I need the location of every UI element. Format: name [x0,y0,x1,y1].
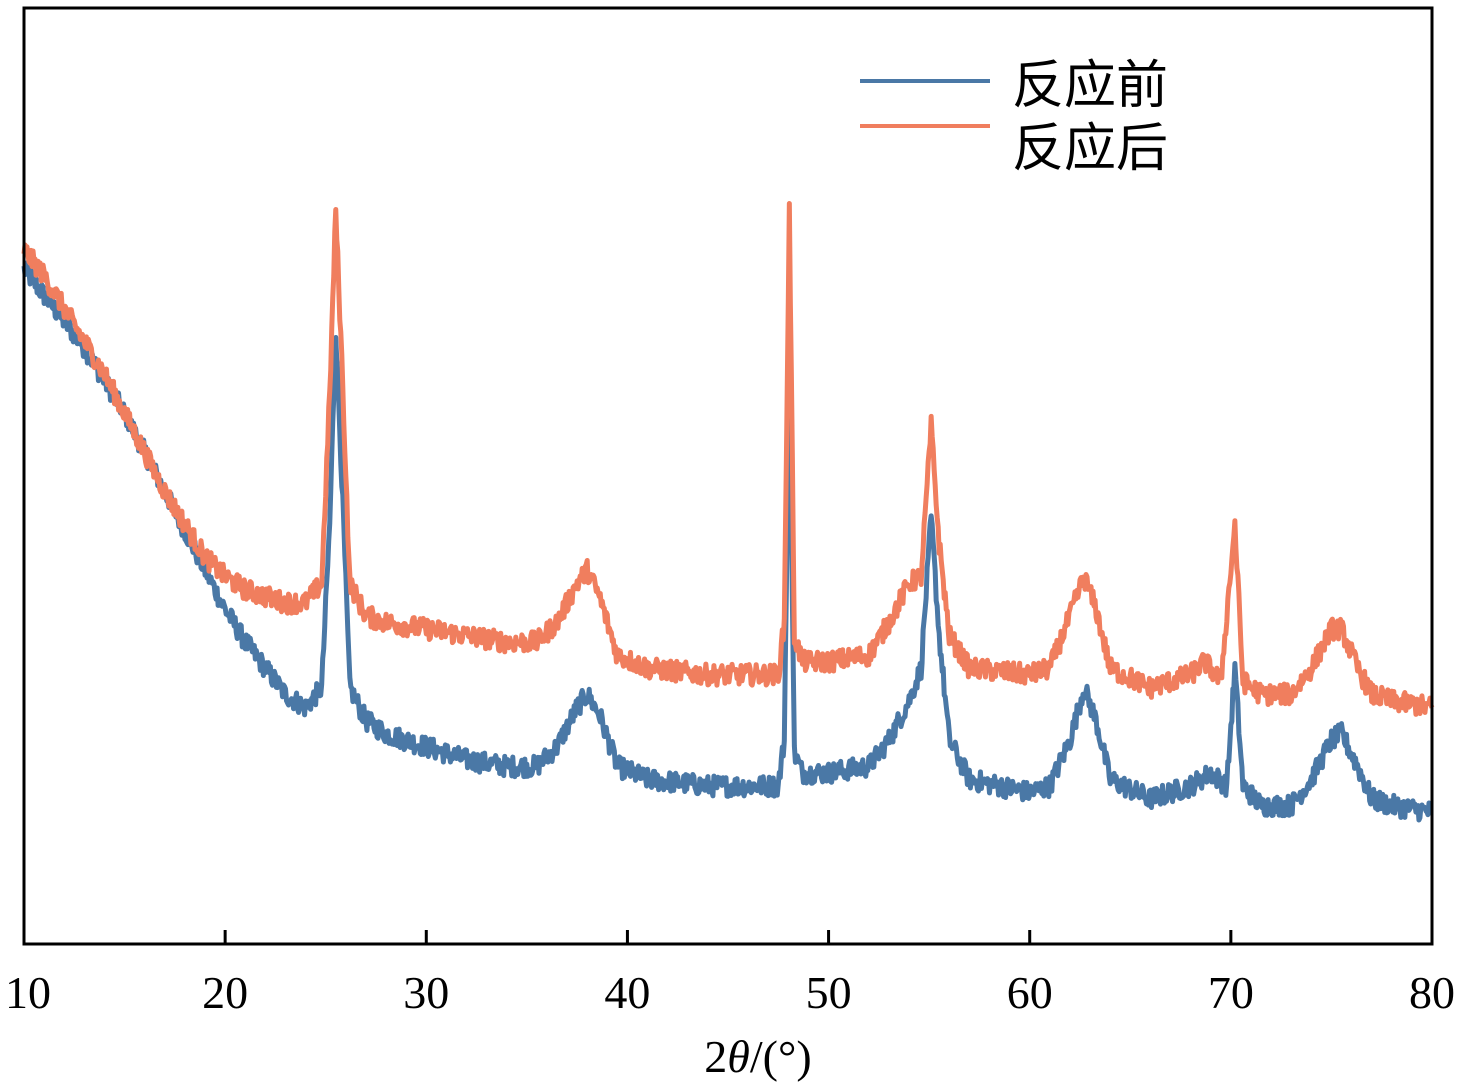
series-line-0 [21,260,1434,823]
x-axis-title: 2θ/(°) [704,1031,811,1082]
legend-label-after: 反应后 [1012,119,1168,179]
x-axis-title-suffix: /(°) [750,1031,812,1082]
x-tick-label: 40 [604,967,650,1018]
x-axis-title-symbol: θ [727,1031,750,1082]
x-tick-label: 10 [5,967,51,1018]
series-line-1 [21,201,1435,717]
series-layer [21,201,1435,823]
x-axis-title-prefix: 2 [704,1031,727,1082]
legend-label-before: 反应前 [1012,56,1168,116]
x-tick-label: 50 [806,967,852,1018]
x-axis: 10 20 30 40 50 60 70 80 [5,930,1455,1018]
x-tick-label: 70 [1208,967,1254,1018]
legend: 反应前 反应后 [860,56,1168,179]
x-tick-label: 60 [1007,967,1053,1018]
x-tick-label: 30 [403,967,449,1018]
x-tick-label: 20 [202,967,248,1018]
x-tick-label: 80 [1409,967,1455,1018]
plot-frame [22,6,1434,946]
